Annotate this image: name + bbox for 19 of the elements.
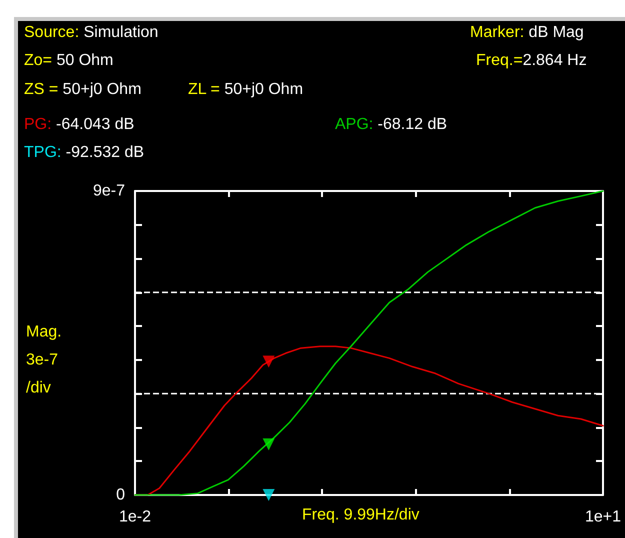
text: Marker: dB Mag — [470, 24, 584, 41]
x-axis-title: Freq. 9.99Hz/div — [302, 506, 420, 524]
text: APG: — [335, 116, 374, 133]
text: -64.043 dB — [55, 116, 134, 133]
x-tick-label: 1e+1 — [584, 508, 622, 526]
y-tick-label: 9e-7 — [92, 182, 126, 200]
text: ZL = 50+j0 Ohm — [188, 81, 304, 98]
y-tick-label: 0 — [116, 486, 126, 504]
text: -68.12 dB — [376, 116, 448, 133]
text: PG: — [24, 116, 52, 133]
text: -92.532 dB — [64, 144, 144, 161]
text: ZS = 50+j0 Ohm — [24, 81, 142, 98]
y-axis-title: Mag. 3e-7 /div — [26, 324, 62, 396]
line-series — [134, 190, 604, 496]
text: TPG: — [24, 144, 62, 161]
source-note: Source: Simulation — [24, 24, 158, 41]
text: Freq.=2.864 Hz — [476, 52, 587, 69]
text: Zo= 50 Ohm — [24, 52, 114, 69]
x-tick-label: 1e-2 — [118, 508, 152, 526]
